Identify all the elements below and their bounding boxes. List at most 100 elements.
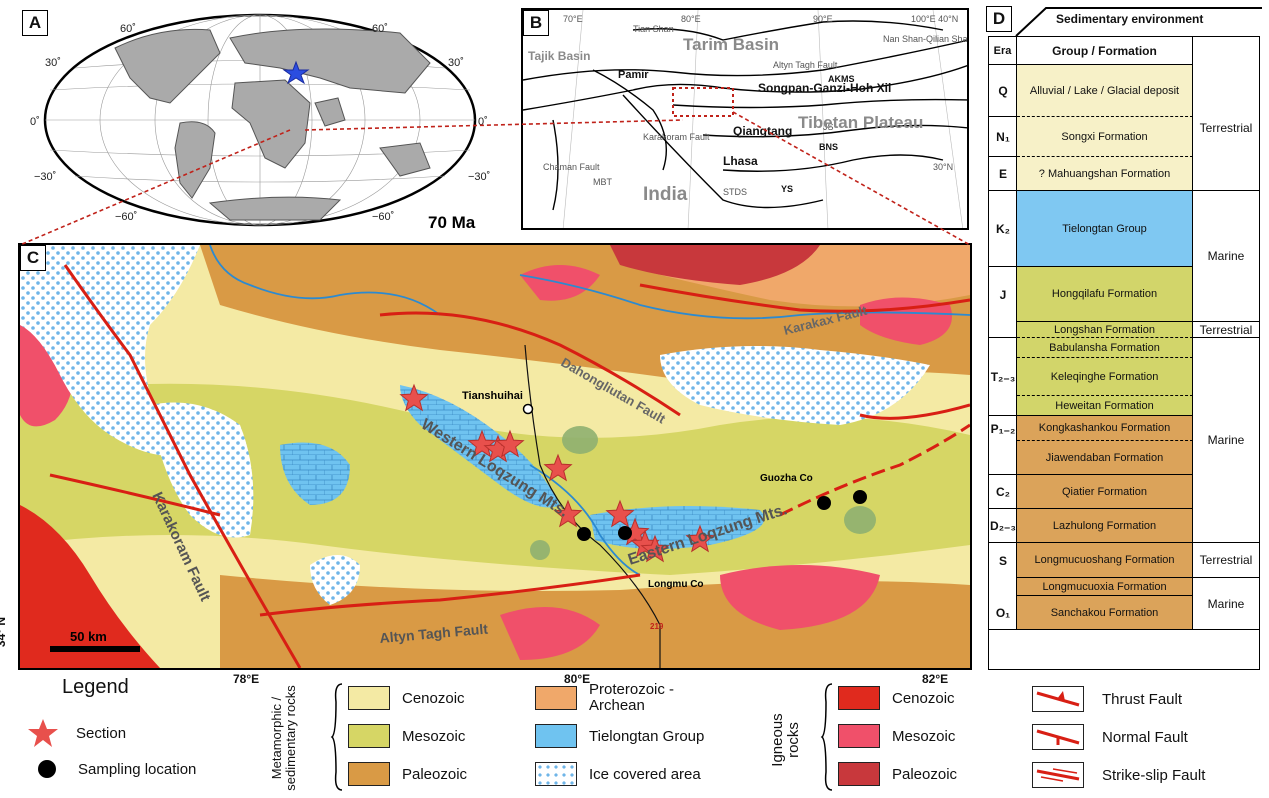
strat-era: P₁₋₂ [990, 421, 1016, 436]
legend-section: Section [26, 717, 126, 749]
strat-row: Keleqinghe Formation [1017, 358, 1193, 396]
scale-bar [50, 646, 140, 652]
legend-ice-label: Ice covered area [589, 765, 701, 783]
label-guozha: Guozha Co [760, 473, 813, 484]
label-tibet: Tibetan Plateau [798, 113, 923, 132]
thrust-fault-icon [1032, 686, 1084, 712]
lat-label-a-l3: 0˚ [30, 116, 40, 128]
label-chaman: Chaman Fault [543, 162, 600, 172]
label-longmu: Longmu Co [648, 579, 704, 590]
col-group-header: Group / Formation [1017, 37, 1193, 65]
tielongtan-west2 [280, 442, 350, 505]
meta-brace [330, 683, 343, 791]
sampling-dot [817, 496, 831, 510]
label-india: India [643, 184, 688, 205]
legend-proterozoic-label: Proterozoic -Archean [589, 681, 675, 714]
label-stds: STDS [723, 187, 747, 197]
strat-era: N₁ [996, 130, 1010, 144]
strat-row: Longshan Formation [1017, 322, 1193, 338]
label-lat30: 30°N [933, 162, 953, 172]
era-divider [989, 116, 1017, 117]
study-area-box [672, 87, 734, 117]
lat-label-a-r1: 60˚ [372, 23, 388, 35]
col-era-header: Era [989, 37, 1017, 65]
label-tajik: Tajik Basin [528, 49, 590, 63]
label-qiangtang: Qiangtang [733, 124, 792, 138]
strat-row: Songxi Formation [1017, 117, 1193, 157]
section-star [495, 429, 525, 458]
fault-line-west [49, 473, 221, 517]
panel-a-label: A [22, 10, 48, 36]
label-lhasa: Lhasa [723, 154, 758, 168]
label-nanshan: Nan Shan-Qilian Shan [883, 34, 969, 44]
study-area-star-marker [282, 60, 310, 85]
strat-row: Hongqilafu Formation [1017, 267, 1193, 322]
swatch-proterozoic [535, 686, 577, 710]
lat-label-a-r4: −30˚ [468, 171, 490, 183]
lon-label-82: 82°E [922, 672, 949, 686]
label-akms: AKMS [828, 74, 855, 84]
panel-d: D Sedimentary environment Era Group / Fo… [984, 6, 1262, 670]
section-star [605, 499, 635, 528]
era-divider [989, 474, 1017, 475]
legend-cenozoic: Cenozoic [348, 686, 465, 710]
era-divider [989, 266, 1017, 267]
legend-normal: Normal Fault [1032, 724, 1188, 750]
lat-label-a-r2: 30˚ [448, 57, 464, 69]
environment-cell: Marine [1193, 578, 1259, 630]
swatch-paleozoic [348, 762, 390, 786]
panel-d-label: D [986, 6, 1012, 32]
strat-row: Heweitan Formation [1017, 396, 1193, 416]
scale-label: 50 km [70, 629, 107, 644]
strat-row: ? Mahuangshan Formation [1017, 157, 1193, 191]
label-ys: YS [781, 184, 793, 194]
legend-ice: Ice covered area [535, 762, 701, 786]
green-patch-1 [562, 426, 598, 454]
label-songpan: Songpan-Ganzi-Hoh Xil [758, 81, 891, 95]
river-1 [209, 245, 441, 316]
australia-shape [379, 142, 431, 177]
legend-strike: Strike-slip Fault [1032, 762, 1205, 788]
legend-thrust: Thrust Fault [1032, 686, 1182, 712]
panel-b-label: B [523, 10, 549, 36]
igneous-paleozoic-north [610, 245, 820, 285]
eurasia-shape [229, 28, 431, 94]
antarctica-shape [208, 196, 342, 221]
lat-label-a-l4: −30˚ [34, 171, 56, 183]
label-mbt: MBT [593, 177, 613, 187]
lat-label-a-l2: 30˚ [45, 57, 61, 69]
north-america-shape [114, 28, 221, 104]
legend-sampling: Sampling location [36, 758, 196, 780]
legend-tielongtan-label: Tielongtan Group [589, 727, 705, 745]
panel-c: C [18, 243, 972, 670]
environment-cell: Marine [1193, 191, 1259, 322]
legend-cenozoic-label: Cenozoic [402, 689, 465, 707]
fault-line-ne [859, 403, 970, 420]
igneous-mesozoic-se [720, 565, 880, 630]
panel-d-title: Sedimentary environment [1056, 12, 1204, 26]
tianshuihai-marker [522, 403, 534, 415]
section-star [640, 534, 670, 563]
strat-row: Alluvial / Lake / Glacial deposit [1017, 65, 1193, 117]
legend-ig-mesozoic-label: Mesozoic [892, 727, 956, 745]
label-tarim: Tarim Basin [683, 35, 779, 54]
green-patch-2 [844, 506, 876, 534]
legend-ig-cenozoic-label: Cenozoic [892, 689, 955, 707]
normal-fault-icon [1032, 724, 1084, 750]
strat-row: Longmucuoshang Formation [1017, 543, 1193, 578]
fault-line-east [779, 423, 970, 517]
lon-label-80: 80°E [564, 672, 591, 686]
swatch-mesozoic [348, 724, 390, 748]
strat-table: Era Group / Formation Alluvial / Lake / … [988, 36, 1260, 670]
sampling-dot [853, 490, 867, 504]
section-star [467, 429, 497, 458]
lon-90: 90°E [813, 14, 833, 24]
strat-row: Longmucuoxia Formation [1017, 578, 1193, 596]
legend-thrust-label: Thrust Fault [1102, 690, 1183, 708]
lat-label-a-r5: −60˚ [372, 211, 394, 223]
strat-era: K₂ [996, 222, 1010, 236]
label-altyn-b: Altyn Tagh Fault [773, 60, 838, 70]
strat-row: Qiatier Formation [1017, 475, 1193, 509]
sampling-dot [577, 527, 591, 541]
sampling-dot [618, 526, 632, 540]
